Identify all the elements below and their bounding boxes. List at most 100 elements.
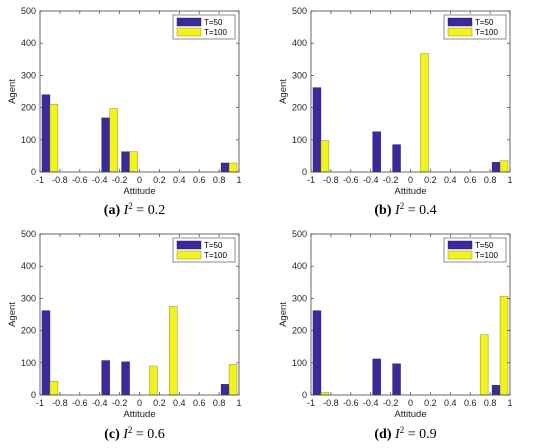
x-tick-label: -0.6 bbox=[72, 175, 88, 185]
y-axis-label: Agent bbox=[278, 302, 289, 327]
caption-value: = 0.4 bbox=[404, 203, 436, 218]
x-tick-label: 0.2 bbox=[424, 175, 437, 185]
bar bbox=[372, 131, 381, 173]
x-tick-label: -0.2 bbox=[383, 175, 399, 185]
bar bbox=[101, 360, 110, 396]
bar bbox=[101, 117, 110, 173]
bar bbox=[121, 151, 130, 173]
legend-entry: T=50 bbox=[204, 18, 223, 27]
x-tick-label: 0.8 bbox=[213, 175, 226, 185]
x-tick-label: -0.8 bbox=[323, 175, 339, 185]
x-tick-label: 0.6 bbox=[464, 398, 477, 408]
x-tick-label: -1 bbox=[36, 175, 44, 185]
y-tick-label: 200 bbox=[292, 103, 307, 113]
legend-entry: T=100 bbox=[204, 251, 227, 260]
x-tick-label: -0.6 bbox=[343, 398, 359, 408]
y-tick-label: 200 bbox=[21, 326, 36, 336]
x-tick-label: 1 bbox=[507, 175, 512, 185]
x-tick-label: 0.8 bbox=[213, 398, 226, 408]
bar bbox=[372, 358, 381, 396]
y-tick-label: 400 bbox=[292, 38, 307, 48]
legend-entry: T=50 bbox=[475, 241, 494, 250]
bar bbox=[392, 363, 401, 396]
caption-value: = 0.2 bbox=[133, 203, 165, 218]
bar bbox=[49, 104, 59, 173]
y-tick-label: 100 bbox=[21, 358, 36, 368]
bar bbox=[420, 53, 429, 173]
legend-swatch bbox=[176, 250, 202, 260]
y-tick-label: 300 bbox=[292, 293, 307, 303]
x-tick-label: -0.4 bbox=[363, 398, 379, 408]
x-tick-label: 1 bbox=[236, 175, 241, 185]
y-tick-label: 0 bbox=[302, 167, 307, 177]
caption-label: (d) bbox=[374, 427, 395, 442]
caption-variable: I bbox=[394, 427, 401, 442]
bar bbox=[312, 310, 322, 396]
y-tick-label: 0 bbox=[302, 390, 307, 400]
y-tick-label: 300 bbox=[21, 70, 36, 80]
y-tick-label: 100 bbox=[21, 135, 36, 145]
caption-variable: I bbox=[394, 203, 401, 218]
bar bbox=[491, 385, 501, 396]
legend-entry: T=100 bbox=[475, 28, 498, 37]
x-tick-label: -0.8 bbox=[52, 175, 68, 185]
x-axis-label: Attitude bbox=[394, 186, 426, 197]
bar bbox=[499, 295, 509, 396]
bar bbox=[169, 306, 178, 396]
x-tick-label: -1 bbox=[36, 398, 44, 408]
caption-value: = 0.6 bbox=[132, 427, 164, 442]
y-tick-label: 0 bbox=[31, 390, 36, 400]
bar bbox=[491, 162, 501, 173]
chart-panel-3: -1 -0.8 -0.6 -0.4 -0.2 0 0.2 0.4 0.6 0.8 1 0 100 200 3… bbox=[7, 229, 242, 442]
legend-swatch bbox=[176, 240, 202, 250]
x-tick-label: -0.6 bbox=[343, 175, 359, 185]
x-tick-label: -0.4 bbox=[92, 175, 108, 185]
y-tick-label: 100 bbox=[292, 358, 307, 368]
y-tick-label: 300 bbox=[292, 70, 307, 80]
y-tick-label: 400 bbox=[292, 261, 307, 271]
y-tick-label: 500 bbox=[292, 229, 307, 239]
bar bbox=[228, 162, 238, 173]
x-tick-label: 0.2 bbox=[424, 398, 437, 408]
bar bbox=[499, 160, 509, 173]
bar bbox=[41, 94, 51, 173]
bar bbox=[220, 384, 230, 396]
legend-entry: T=100 bbox=[204, 28, 227, 37]
x-tick-label: -0.8 bbox=[52, 398, 68, 408]
bar bbox=[228, 364, 238, 396]
panel-caption: (a) I2 = 0.2 bbox=[104, 201, 165, 218]
legend-swatch bbox=[447, 240, 473, 250]
legend: T=50T=100 bbox=[443, 237, 507, 263]
legend-swatch bbox=[176, 17, 202, 27]
x-tick-label: 0.4 bbox=[444, 398, 457, 408]
y-tick-label: 400 bbox=[21, 261, 36, 271]
y-axis-label: Agent bbox=[278, 79, 289, 104]
x-tick-label: -0.4 bbox=[92, 398, 108, 408]
x-tick-label: 0.6 bbox=[464, 175, 477, 185]
x-axis-label: Attitude bbox=[394, 409, 426, 420]
bar bbox=[220, 162, 230, 173]
caption-variable: I bbox=[122, 427, 129, 442]
x-tick-label: -0.2 bbox=[383, 398, 399, 408]
bar bbox=[312, 87, 322, 173]
x-tick-label: 1 bbox=[236, 398, 241, 408]
panel-caption: (c) I2 = 0.6 bbox=[104, 425, 165, 442]
x-axis-label: Attitude bbox=[123, 409, 155, 420]
y-tick-label: 0 bbox=[31, 167, 36, 177]
chart-panel-2: -1 -0.8 -0.6 -0.4 -0.2 0 0.2 0.4 0.6 0.8 1 0 100 200 3… bbox=[278, 6, 513, 218]
x-tick-label: -1 bbox=[307, 398, 315, 408]
x-tick-label: 0 bbox=[137, 175, 142, 185]
y-tick-label: 200 bbox=[292, 326, 307, 336]
bar bbox=[121, 361, 130, 396]
x-tick-label: 0.6 bbox=[193, 175, 206, 185]
y-axis-label: Agent bbox=[7, 302, 18, 327]
y-tick-label: 500 bbox=[21, 6, 36, 16]
caption-label: (b) bbox=[374, 203, 395, 218]
caption-label: (c) bbox=[104, 427, 123, 442]
legend-swatch bbox=[447, 27, 473, 37]
legend-entry: T=50 bbox=[204, 241, 223, 250]
bar bbox=[109, 108, 118, 173]
legend: T=50T=100 bbox=[443, 14, 507, 40]
x-tick-label: 0.2 bbox=[153, 398, 166, 408]
